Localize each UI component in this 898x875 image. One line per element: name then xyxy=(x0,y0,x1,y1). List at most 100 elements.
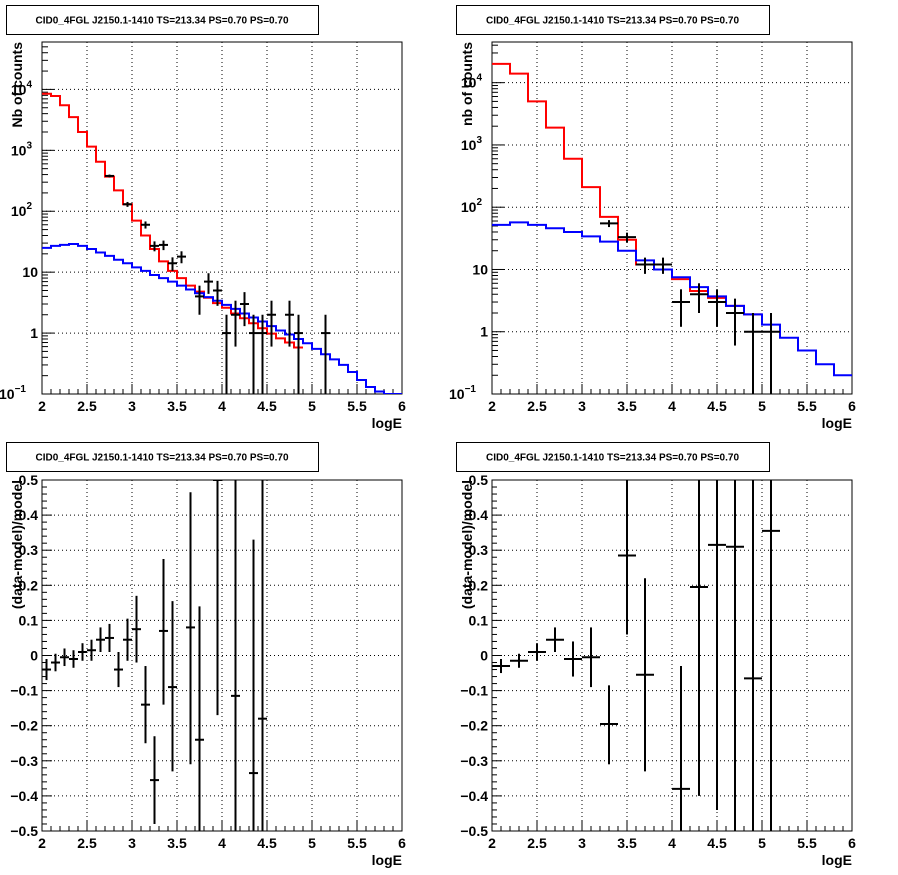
chart-title: CID0_4FGL J2150.1-1410 TS=213.34 PS=0.70… xyxy=(486,16,739,27)
x-tick-label: 4.5 xyxy=(707,398,727,414)
title-box xyxy=(456,5,770,35)
data-point xyxy=(510,653,528,668)
grid xyxy=(42,480,402,831)
plot-area xyxy=(42,92,402,394)
data-point xyxy=(105,174,114,178)
x-tick-label: 5 xyxy=(758,835,766,851)
data-point xyxy=(231,300,240,347)
x-tick-label: 2.5 xyxy=(77,835,97,851)
x-tick-label: 4 xyxy=(218,398,226,414)
data-point xyxy=(636,257,654,274)
y-axis-label: Nb of counts xyxy=(9,42,25,128)
data-point xyxy=(213,480,222,716)
data-point xyxy=(528,643,546,661)
data-point xyxy=(672,289,690,327)
plot-area xyxy=(42,480,267,831)
title-box xyxy=(456,442,770,472)
data-point xyxy=(582,627,600,688)
data-point xyxy=(222,314,231,394)
y-tick-label: 10 xyxy=(22,264,38,280)
y-tick-label: 104 xyxy=(11,79,33,97)
x-tick-label: 4.5 xyxy=(257,398,277,414)
x-tick-label: 2 xyxy=(38,398,46,414)
data-point xyxy=(78,643,87,661)
data-point xyxy=(258,480,267,831)
y-tick-label: 103 xyxy=(461,135,483,153)
data-point xyxy=(123,618,132,661)
y-tick-label: −0.2 xyxy=(10,718,38,734)
x-tick-label: 2 xyxy=(488,835,496,851)
x-tick-label: 6 xyxy=(398,835,406,851)
y-tick-label: 102 xyxy=(461,197,483,215)
y-tick-label: −0.1 xyxy=(460,683,488,699)
plot-area xyxy=(492,62,852,394)
data-point xyxy=(150,241,159,252)
data-point xyxy=(87,639,96,661)
data-point xyxy=(618,232,636,243)
data-point xyxy=(249,314,258,394)
data-point xyxy=(42,659,51,681)
data-point xyxy=(672,666,690,831)
data-point xyxy=(726,480,744,831)
data-point xyxy=(762,480,780,831)
axis-ticks xyxy=(41,479,403,832)
x-tick-label: 6 xyxy=(398,398,406,414)
y-tick-label: 0.3 xyxy=(19,542,39,558)
y-axis-label: nb of counts xyxy=(459,42,475,126)
y-tick-label: 0.4 xyxy=(469,507,489,523)
data-point xyxy=(708,480,726,810)
data-point xyxy=(105,623,114,652)
y-tick-label: 10 xyxy=(472,261,488,277)
data-point xyxy=(294,314,303,394)
data-point xyxy=(600,220,618,228)
x-tick-label: 5.5 xyxy=(347,398,367,414)
series-2-line xyxy=(492,221,852,377)
axis-ticks xyxy=(491,44,853,395)
data-point xyxy=(60,648,69,667)
x-tick-label: 5.5 xyxy=(347,835,367,851)
y-tick-label: 10−1 xyxy=(449,384,476,402)
data-point xyxy=(762,312,780,394)
x-tick-label: 5.5 xyxy=(797,398,817,414)
data-point xyxy=(267,300,276,347)
x-tick-label: 4.5 xyxy=(257,835,277,851)
y-tick-label: 103 xyxy=(11,140,33,158)
x-axis-label: logE xyxy=(822,852,852,868)
x-tick-label: 4.5 xyxy=(707,835,727,851)
data-point xyxy=(231,480,240,831)
y-tick-label: −0.4 xyxy=(460,788,488,804)
y-tick-label: 0.3 xyxy=(469,542,489,558)
x-tick-label: 4 xyxy=(218,835,226,851)
x-tick-label: 5 xyxy=(308,835,316,851)
data-point xyxy=(258,314,267,394)
x-axis-label: logE xyxy=(822,415,852,431)
data-point xyxy=(204,273,213,294)
data-point xyxy=(168,601,177,772)
data-point xyxy=(690,283,708,313)
grid xyxy=(492,480,852,831)
x-tick-label: 3.5 xyxy=(617,398,637,414)
data-point xyxy=(51,653,60,672)
y-tick-label: −0.4 xyxy=(10,788,38,804)
data-point xyxy=(159,240,168,251)
title-box xyxy=(6,442,319,472)
x-tick-label: 3 xyxy=(578,398,586,414)
grid xyxy=(42,42,402,394)
axis-ticks xyxy=(491,479,853,832)
data-point xyxy=(618,480,636,635)
data-point xyxy=(150,736,159,824)
y-axis-label: (data-model)/model xyxy=(9,480,25,609)
chart-title: CID0_4FGL J2150.1-1410 TS=213.34 PS=0.70… xyxy=(35,16,288,27)
y-tick-label: 0 xyxy=(30,648,38,664)
data-point xyxy=(285,300,294,347)
y-tick-label: 1 xyxy=(480,324,488,340)
x-tick-label: 6 xyxy=(848,398,856,414)
y-tick-label: 0.4 xyxy=(19,507,39,523)
x-tick-label: 5 xyxy=(308,398,316,414)
chart-panel-2: 2 2.5 3 3.5 4 4.5 5 5.5 6 10−1 1 10 102 103 104 logE nb … xyxy=(449,5,856,431)
x-tick-label: 2.5 xyxy=(527,835,547,851)
x-tick-label: 6 xyxy=(848,835,856,851)
data-point xyxy=(96,627,105,652)
y-tick-label: −0.2 xyxy=(460,718,488,734)
